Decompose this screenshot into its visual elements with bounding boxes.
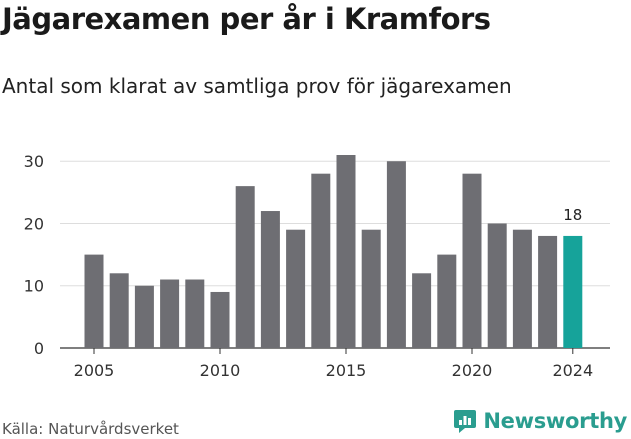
y-tick-label: 10 <box>24 277 44 296</box>
chart-title: Jägarexamen per år i Kramfors <box>2 2 491 36</box>
bar-2008[interactable] <box>160 279 180 348</box>
bar-2024[interactable] <box>563 235 583 348</box>
bar-2014[interactable] <box>311 173 331 348</box>
newsworthy-logo-icon <box>454 410 477 433</box>
bar-2017[interactable] <box>386 161 406 348</box>
data-labels: 18 <box>563 206 582 224</box>
chart-subtitle: Antal som klarat av samtliga prov för jä… <box>2 74 512 98</box>
brand-name: Newsworthy <box>483 409 627 433</box>
bar-2020[interactable] <box>462 173 482 348</box>
y-tick-label: 20 <box>24 214 44 233</box>
bar-2012[interactable] <box>260 211 280 348</box>
x-tick-label: 2020 <box>452 361 493 380</box>
x-tick-label: 2024 <box>552 361 593 380</box>
bar-2011[interactable] <box>235 186 255 348</box>
bar-2007[interactable] <box>134 285 154 348</box>
bar-2006[interactable] <box>109 273 129 348</box>
x-axis-ticks: 2005 2010 2015 2020 2024 <box>74 348 593 380</box>
bar-2018[interactable] <box>412 273 432 348</box>
x-tick-label: 2010 <box>200 361 241 380</box>
y-tick-label: 0 <box>34 339 44 358</box>
bar-2013[interactable] <box>286 229 306 348</box>
bars <box>84 155 583 348</box>
bar-2023[interactable] <box>538 235 558 348</box>
bar-chart: 0 10 20 30 2005 2010 2015 2020 2024 18 <box>24 152 610 380</box>
bar-2015[interactable] <box>336 155 356 348</box>
bar-2009[interactable] <box>185 279 205 348</box>
bar-2022[interactable] <box>512 229 532 348</box>
bar-2010[interactable] <box>210 291 230 348</box>
x-tick-label: 2015 <box>326 361 367 380</box>
brand-logo[interactable]: Newsworthy <box>453 408 627 434</box>
y-tick-label: 30 <box>24 152 44 171</box>
y-axis-ticks: 0 10 20 30 <box>24 152 44 358</box>
source-note: Källa: Naturvårdsverket <box>2 420 179 438</box>
bar-2019[interactable] <box>437 254 457 348</box>
bar-2005[interactable] <box>84 254 104 348</box>
bar-2021[interactable] <box>487 223 507 348</box>
x-tick-label: 2005 <box>74 361 115 380</box>
data-label: 18 <box>563 206 582 224</box>
bar-2016[interactable] <box>361 229 381 348</box>
